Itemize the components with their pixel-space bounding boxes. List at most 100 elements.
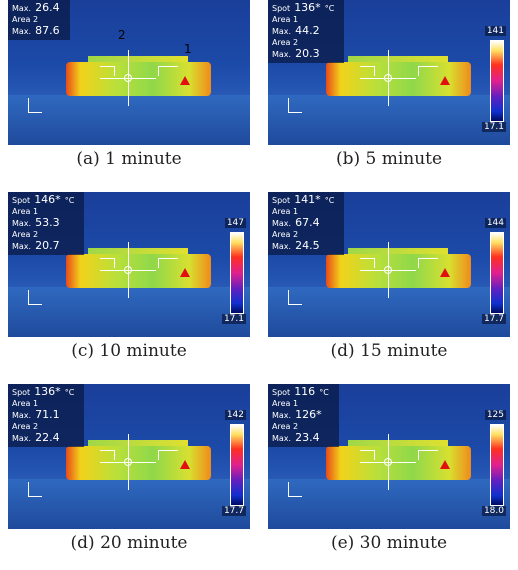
area-bracket: [28, 290, 29, 304]
caption: (d) 20 minute: [8, 533, 250, 553]
area1-max: 67.4: [295, 216, 320, 229]
thermal-image: Spot116°CArea 1Max.126*Area 2Max.23.4125…: [268, 384, 510, 529]
thermal-image: Spot141*°CArea 1Max.67.4Area 2Max.24.514…: [268, 192, 510, 337]
area-bracket: [360, 450, 374, 451]
area-number: 2: [118, 28, 126, 42]
area-bracket: [288, 98, 289, 112]
area-bracket: [114, 450, 115, 460]
area-bracket: [288, 304, 302, 305]
area-bracket: [288, 496, 302, 497]
unit: °C: [319, 388, 329, 397]
area-bracket: [28, 496, 42, 497]
caption: (b) 5 minute: [268, 149, 510, 169]
area-bracket: [418, 258, 419, 268]
readout-row: Max.44.2: [272, 25, 338, 37]
area-number: 1: [184, 42, 192, 56]
scale-max: 125: [485, 410, 506, 420]
area2-label: Area 2: [12, 230, 38, 239]
area2-max-label: Max.: [12, 27, 31, 36]
readout-row: Max.20.7: [12, 240, 78, 252]
scale-min: 17.7: [482, 314, 506, 324]
scale-max: 147: [225, 218, 246, 228]
caption: (d) 15 minute: [268, 341, 510, 361]
scale-min: 17.7: [222, 506, 246, 516]
spot-label: Spot: [12, 196, 30, 205]
spot-value: 141*: [294, 193, 321, 206]
area2-max-label: Max.: [272, 434, 291, 443]
area1-max-label: Max.: [12, 411, 31, 420]
area-bracket: [100, 258, 114, 259]
area-bracket: [288, 112, 302, 113]
ground: [8, 287, 250, 337]
area1-max: 71.1: [35, 408, 60, 421]
area-bracket: [360, 258, 374, 259]
area-bracket: [158, 258, 178, 259]
area1-max: 126*: [295, 408, 322, 421]
area-bracket: [100, 66, 114, 67]
figure: 21Max.26.4Area 2Max.87.6(a) 1 minuteSpot…: [0, 0, 518, 570]
caption: (e) 30 minute: [268, 533, 510, 553]
area1-max-label: Max.: [12, 4, 31, 13]
readout-row: Max.23.4: [272, 432, 333, 444]
area-bracket: [418, 258, 438, 259]
area1-label: Area 1: [272, 399, 298, 408]
scale-max: 141: [485, 26, 506, 36]
spot-value: 136*: [294, 1, 321, 14]
area-bracket: [360, 66, 374, 67]
area1-max: 26.4: [35, 1, 60, 14]
area-bracket: [418, 450, 438, 451]
crosshair-ring: [384, 266, 392, 274]
area2-max-label: Max.: [272, 50, 291, 59]
area-bracket: [158, 66, 178, 67]
area-bracket: [374, 450, 375, 460]
scale-min: 18.0: [482, 506, 506, 516]
readout-row: Max. 26.4: [12, 2, 64, 14]
area2-label: Area 2: [12, 422, 38, 431]
area-bracket: [28, 112, 42, 113]
area2-max: 87.6: [35, 24, 60, 37]
area2-max: 24.5: [295, 239, 320, 252]
area-bracket: [114, 258, 115, 268]
color-scale: [230, 232, 244, 314]
area-bracket: [28, 304, 42, 305]
area1-max-label: Max.: [272, 411, 291, 420]
readout-row: Max.22.4: [12, 432, 78, 444]
readout: Spot136*°CArea 1Max.71.1Area 2Max.22.4: [8, 384, 84, 447]
area-bracket: [28, 98, 29, 112]
area-bracket: [114, 66, 115, 76]
area1-max-label: Max.: [272, 219, 291, 228]
area-bracket: [158, 66, 159, 76]
area-bracket: [158, 258, 159, 268]
readout-row: Spot136*°C: [272, 2, 338, 14]
area1-label: Area 1: [272, 15, 298, 24]
area-bracket: [158, 450, 159, 460]
scale-max: 142: [225, 410, 246, 420]
readout-row: Max. 87.6: [12, 25, 64, 37]
crosshair-ring: [124, 74, 132, 82]
ground: [268, 95, 510, 145]
spot-value: 136*: [34, 385, 61, 398]
area-bracket: [374, 66, 375, 76]
readout-row: Max. 126*: [272, 409, 333, 421]
caption: (c) 10 minute: [8, 341, 250, 361]
unit: °C: [325, 196, 335, 205]
area-bracket: [418, 450, 419, 460]
spot-value: 146*: [34, 193, 61, 206]
crosshair-ring: [384, 74, 392, 82]
color-scale: [490, 40, 504, 122]
readout-row: Max. 71.1: [12, 409, 78, 421]
color-scale: [490, 424, 504, 506]
spot-label: Spot: [272, 388, 290, 397]
hot-spot-marker: [180, 460, 190, 469]
color-scale: [230, 424, 244, 506]
ground: [268, 287, 510, 337]
area2-label: Area 2: [272, 38, 298, 47]
spot-label: Spot: [272, 4, 290, 13]
readout-row: Max.53.3: [12, 217, 78, 229]
